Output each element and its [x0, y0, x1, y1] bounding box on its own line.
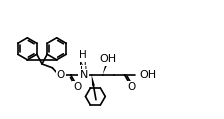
- Text: N: N: [80, 70, 88, 80]
- Polygon shape: [103, 64, 107, 75]
- Text: O: O: [57, 70, 65, 80]
- Text: H
N: H N: [79, 50, 86, 72]
- Polygon shape: [92, 75, 95, 86]
- Text: H: H: [80, 66, 87, 76]
- Text: O: O: [73, 82, 81, 92]
- Text: O: O: [127, 82, 135, 92]
- Text: OH: OH: [140, 70, 157, 80]
- Text: OH: OH: [100, 55, 117, 64]
